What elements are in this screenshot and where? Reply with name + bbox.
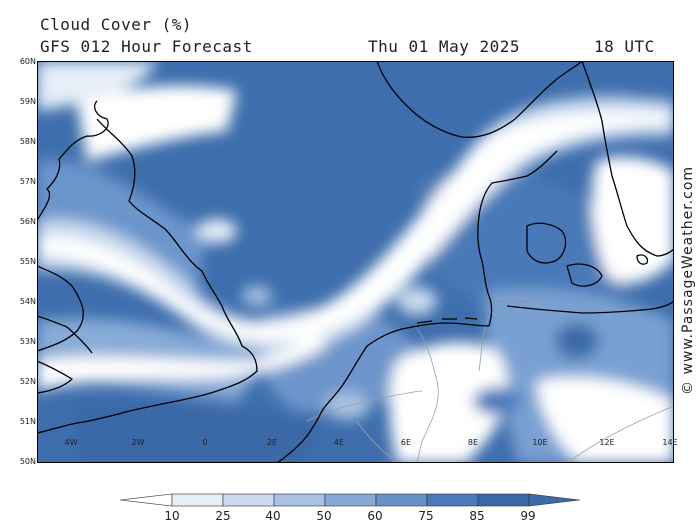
zealand-coast: [526, 222, 567, 264]
lolland-coast: [566, 263, 603, 287]
lon-label-4e: 4E: [333, 438, 345, 447]
lat-label-59n: 59N: [19, 97, 36, 106]
lat-label-54n: 54N: [19, 297, 36, 306]
bristol-channel-coast: [37, 360, 73, 394]
scotland-coast: [37, 100, 109, 222]
lat-label-55n: 55N: [19, 257, 36, 266]
ireland-coast: [37, 265, 84, 352]
lon-label-2w: 2W: [131, 438, 145, 447]
legend-label-40: 40: [265, 509, 281, 523]
cloud-field-gradients: [37, 61, 674, 463]
lon-label-4w: 4W: [64, 438, 78, 447]
wales-coast: [37, 315, 93, 354]
lat-label-53n: 53N: [19, 337, 36, 346]
lon-label-2e: 2E: [266, 438, 278, 447]
legend-label-99: 99: [520, 509, 536, 523]
forecast-date: Thu 01 May 2025: [368, 37, 520, 56]
lat-label-56n: 56N: [19, 217, 36, 226]
lon-label-0: 0: [202, 438, 208, 447]
legend-cell: [171, 493, 224, 507]
legend-cell: [477, 493, 530, 507]
cloud-cover-map: [37, 61, 674, 463]
lat-label-57n: 57N: [19, 177, 36, 186]
legend-label-85: 85: [469, 509, 485, 523]
lat-label-52n: 52N: [19, 377, 36, 386]
german-dutch-coast: [321, 322, 490, 412]
lon-label-6e: 6E: [400, 438, 412, 447]
sweden-west-coast: [581, 61, 674, 257]
frisian-islands: [416, 317, 478, 324]
map-frame: [37, 61, 674, 463]
legend-label-60: 60: [367, 509, 383, 523]
norway-coast: [376, 61, 583, 138]
baltic-coast: [506, 300, 674, 314]
legend-arrow-low: [119, 493, 173, 507]
legend-arrow-high: [528, 493, 581, 507]
forecast-subtitle: GFS 012 Hour Forecast: [40, 37, 253, 56]
chart-title: Cloud Cover (%): [40, 15, 192, 34]
legend-cell: [426, 493, 479, 507]
lon-label-10e: 10E: [532, 438, 548, 447]
lat-label-60n: 60N: [19, 57, 36, 66]
legend-label-50: 50: [316, 509, 332, 523]
legend-cell: [324, 493, 377, 507]
bornholm-coast: [636, 254, 649, 265]
jutland-coast: [477, 150, 558, 327]
passageweather-credit: © www.PassageWeather.com: [680, 165, 696, 395]
lat-label-51n: 51N: [19, 417, 36, 426]
belgium-france-coast: [276, 410, 323, 463]
legend-cell: [273, 493, 326, 507]
coastlines: [37, 61, 674, 463]
lat-label-58n: 58N: [19, 137, 36, 146]
lat-label-50n: 50N: [19, 457, 36, 466]
england-east-south-coast: [37, 118, 258, 434]
legend-cell: [222, 493, 275, 507]
lon-label-14e: 14E: [662, 438, 678, 447]
legend-cell: [375, 493, 428, 507]
country-borders: [306, 297, 674, 463]
forecast-time: 18 UTC: [594, 37, 655, 56]
lon-label-8e: 8E: [467, 438, 479, 447]
legend-label-25: 25: [215, 509, 231, 523]
lon-label-12e: 12E: [599, 438, 615, 447]
legend-label-75: 75: [418, 509, 434, 523]
legend-label-10: 10: [164, 509, 180, 523]
